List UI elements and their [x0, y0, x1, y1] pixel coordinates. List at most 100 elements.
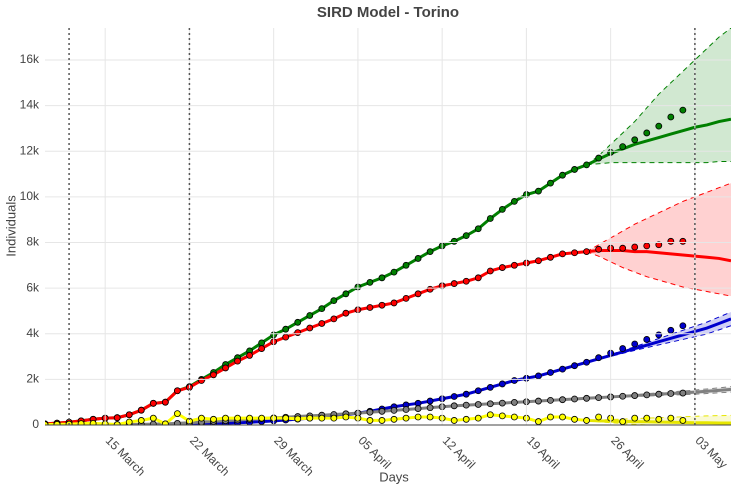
data-point [619, 345, 627, 352]
y-tick-label: 12k [20, 143, 40, 157]
data-point [390, 268, 398, 276]
data-point [306, 312, 314, 319]
data-point [571, 362, 578, 370]
x-tick-label: 29 March [271, 433, 316, 478]
data-point [89, 420, 97, 425]
data-point [595, 245, 603, 253]
data-point [619, 143, 627, 151]
data-point [222, 364, 229, 372]
data-point [450, 417, 458, 424]
data-point [125, 418, 133, 425]
data-point [510, 413, 518, 421]
y-tick-label: 2k [26, 372, 40, 386]
data-point [149, 420, 157, 425]
data-point [306, 324, 314, 332]
data-point [234, 357, 241, 365]
confidence-band [586, 183, 731, 297]
band-edge [586, 325, 731, 363]
data-line [45, 412, 587, 425]
data-point [366, 417, 374, 424]
data-point [342, 290, 350, 298]
data-point [583, 358, 590, 366]
data-point [679, 389, 687, 397]
data-point [402, 261, 410, 269]
data-point [450, 280, 458, 287]
data-point [113, 414, 121, 422]
data-point [631, 340, 639, 348]
data-point [595, 394, 603, 402]
data-point [583, 161, 590, 169]
data-point [631, 136, 639, 144]
data-point [643, 391, 651, 399]
data-point [474, 414, 482, 422]
data-point [378, 301, 386, 309]
data-point [426, 285, 434, 293]
data-point [535, 372, 542, 380]
data-point [595, 354, 603, 362]
data-point [498, 264, 506, 271]
data-point [462, 232, 470, 240]
data-point [547, 253, 554, 261]
data-point [210, 415, 217, 423]
data-point [210, 371, 217, 379]
data-point [595, 154, 603, 162]
data-point [535, 397, 542, 405]
data-point [173, 387, 181, 395]
data-point [643, 242, 651, 250]
data-point [474, 274, 482, 282]
data-point [619, 392, 627, 400]
data-point [667, 414, 675, 422]
data-point [535, 187, 542, 195]
data-point [571, 395, 578, 403]
band-edge [586, 251, 731, 297]
data-point [426, 397, 434, 405]
data-point [510, 399, 518, 406]
data-point [318, 320, 326, 327]
data-point [559, 365, 566, 373]
data-point [486, 267, 494, 275]
plot-area [45, 28, 731, 425]
data-point [486, 215, 494, 222]
data-point [366, 304, 374, 311]
data-point [498, 380, 506, 388]
data-point [390, 406, 398, 414]
data-point [679, 322, 687, 330]
data-point [258, 414, 266, 422]
x-tick-label: 19 April [524, 433, 562, 471]
data-point [643, 414, 651, 422]
data-point [330, 315, 338, 323]
data-point [510, 377, 518, 384]
data-point [137, 406, 145, 414]
data-point [655, 241, 663, 249]
data-point [414, 255, 422, 262]
data-point [486, 383, 494, 391]
data-point [282, 325, 290, 333]
data-point [342, 309, 350, 317]
data-point [77, 420, 85, 425]
data-point [282, 414, 290, 422]
data-point [559, 250, 566, 258]
data-point [450, 237, 458, 245]
data-point [667, 237, 675, 245]
data-point [246, 352, 253, 359]
confidence-band [586, 28, 731, 165]
data-point [173, 420, 181, 425]
x-tick-label: 12 April [440, 433, 478, 471]
data-point [474, 387, 482, 395]
y-axis-label: Individuals [3, 195, 18, 257]
data-point [571, 249, 578, 257]
data-point [655, 390, 663, 398]
data-point [149, 399, 157, 407]
data-point [643, 336, 651, 343]
chart-title: SIRD Model - Torino [317, 4, 459, 21]
data-point [583, 394, 590, 402]
data-point [330, 414, 338, 422]
data-point [474, 225, 482, 233]
data-point [318, 305, 326, 313]
data-point [137, 417, 145, 424]
data-point [173, 410, 181, 417]
data-point [486, 411, 494, 419]
data-point [330, 297, 338, 305]
data-point [462, 415, 470, 423]
data-point [258, 339, 266, 347]
